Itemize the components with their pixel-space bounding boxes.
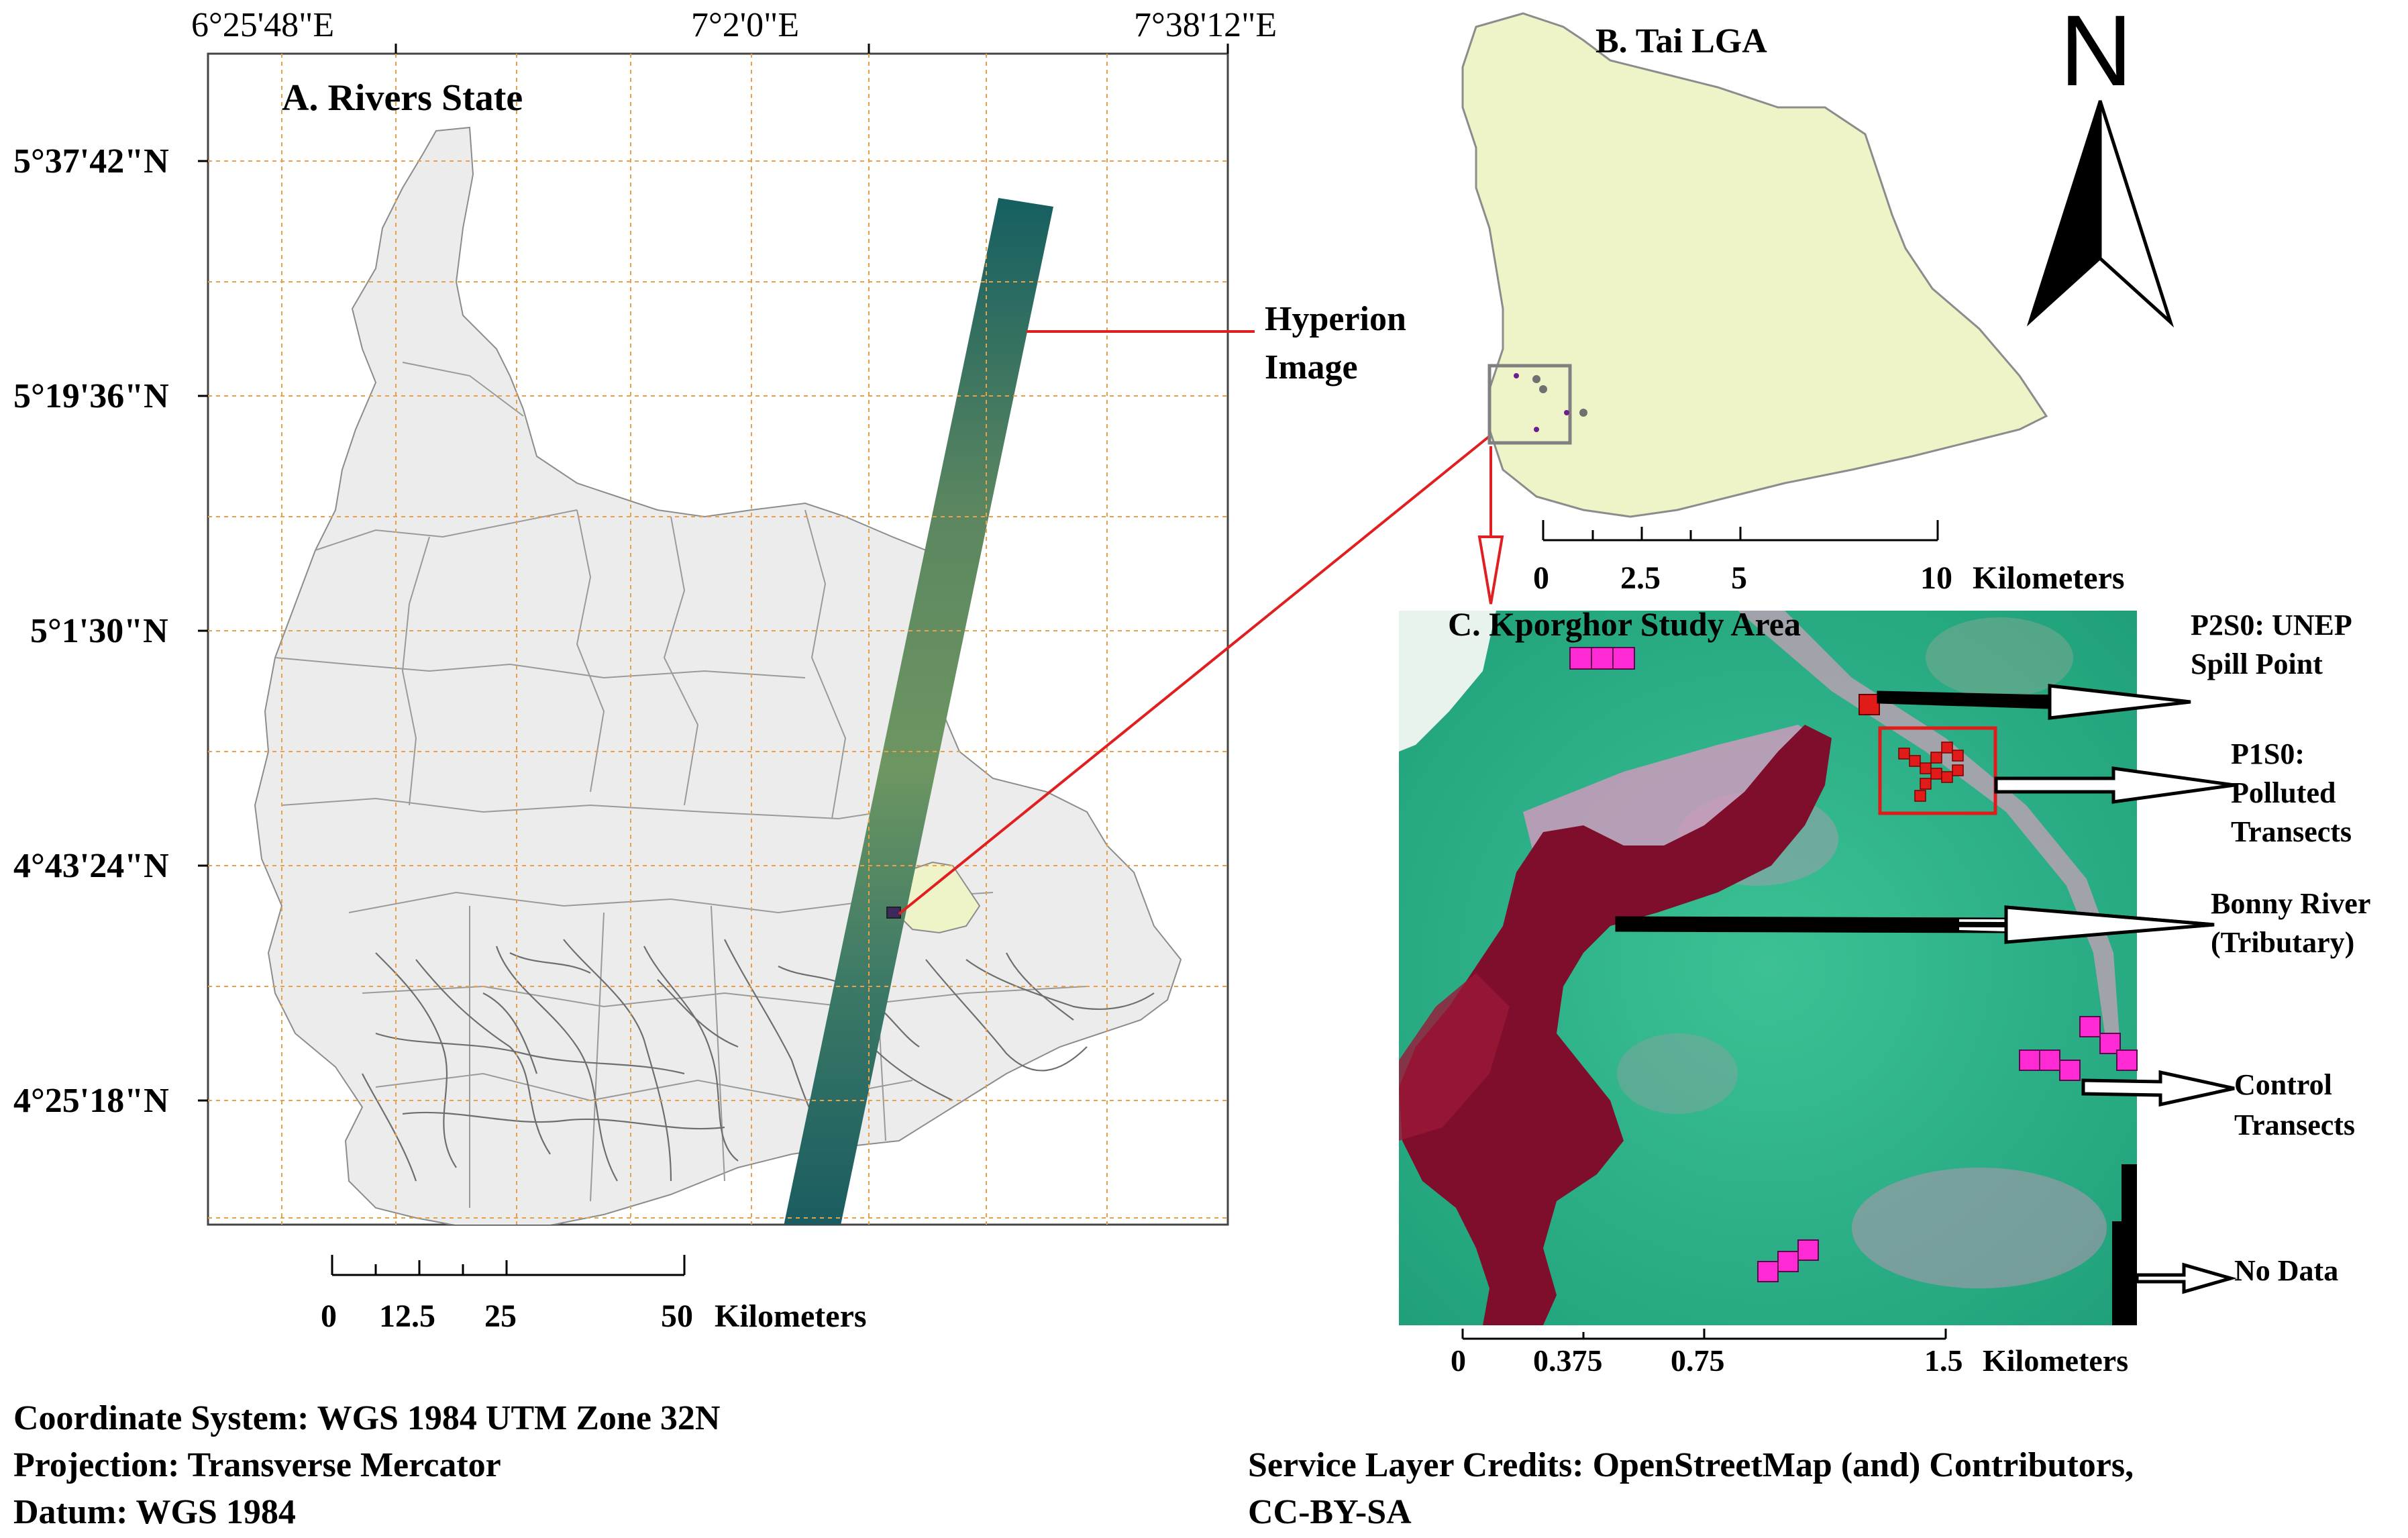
scale-a-tick-0: 0 bbox=[321, 1298, 337, 1334]
lat-label-5: 4°25'18"N bbox=[13, 1082, 169, 1120]
footer-datum: Datum: WGS 1984 bbox=[13, 1493, 296, 1531]
scale-bar-a bbox=[331, 1255, 686, 1276]
scale-b-tick-1: 2.5 bbox=[1620, 560, 1661, 596]
river-network bbox=[362, 939, 1155, 1182]
no-data-strip bbox=[2122, 1164, 2137, 1325]
scale-c-tick-2: 0.75 bbox=[1671, 1343, 1725, 1378]
lat-label-1: 5°37'42"N bbox=[13, 142, 169, 181]
scale-bar-c bbox=[1461, 1329, 1947, 1340]
panel-a-title: A. Rivers State bbox=[282, 77, 523, 119]
panel-c-map bbox=[1399, 611, 2238, 1340]
lat-label-4: 4°43'24"N bbox=[13, 847, 169, 885]
scale-a-unit: Kilometers bbox=[715, 1298, 867, 1334]
north-label: N bbox=[2060, 0, 2133, 107]
spill-label-1: P2S0: UNEP bbox=[2191, 609, 2352, 642]
study-area-marker bbox=[886, 907, 901, 919]
control-label-1: Control bbox=[2234, 1068, 2332, 1101]
polluted-label-1: P1S0: bbox=[2231, 737, 2305, 770]
control-transects bbox=[1569, 647, 2138, 1282]
footer-coord-system: Coordinate System: WGS 1984 UTM Zone 32N bbox=[13, 1399, 721, 1437]
river-label-2: (Tributary) bbox=[2211, 926, 2355, 959]
rivers-state-land bbox=[254, 126, 1182, 1225]
polluted-label-2: Polluted bbox=[2231, 776, 2336, 809]
polluted-transects bbox=[1898, 741, 1964, 802]
sample-dots bbox=[1514, 373, 1587, 432]
hyperion-strip bbox=[784, 198, 1053, 1225]
footer-credits-1: Service Layer Credits: OpenStreetMap (an… bbox=[1248, 1446, 2134, 1484]
inset-box bbox=[1487, 364, 1572, 445]
spill-label-2: Spill Point bbox=[2191, 648, 2323, 680]
hyperion-label-1: Hyperion bbox=[1265, 300, 1406, 338]
scale-a-tick-3: 50 bbox=[661, 1298, 693, 1334]
scale-a-tick-1: 12.5 bbox=[379, 1298, 435, 1334]
polluted-label-3: Transects bbox=[2231, 815, 2352, 848]
tai-lga-shape bbox=[1461, 12, 2048, 518]
down-arrow bbox=[1477, 535, 1504, 605]
scale-b-tick-0: 0 bbox=[1533, 560, 1549, 596]
polluted-box bbox=[1878, 726, 1997, 815]
scale-bar-b bbox=[1542, 520, 1939, 542]
cloud-patch bbox=[1399, 611, 1496, 752]
footer-credits-2: CC-BY-SA bbox=[1248, 1493, 1412, 1531]
north-arrow-icon bbox=[2026, 100, 2175, 328]
panel-a-map bbox=[198, 44, 1491, 1276]
nodata-label: No Data bbox=[2234, 1254, 2339, 1287]
scale-a-tick-2: 25 bbox=[484, 1298, 517, 1334]
axis-ticks bbox=[198, 44, 1229, 1102]
scale-b-tick-2: 5 bbox=[1731, 560, 1747, 596]
control-label-2: Transects bbox=[2234, 1109, 2356, 1141]
lon-label-2: 7°2'0"E bbox=[691, 6, 800, 44]
panel-b-title: B. Tai LGA bbox=[1595, 22, 1767, 60]
lat-label-3: 5°1'30"N bbox=[30, 612, 168, 650]
lat-label-2: 5°19'36"N bbox=[13, 377, 169, 415]
road-corridor bbox=[1738, 611, 2120, 1047]
lon-label-1: 6°25'48"E bbox=[191, 6, 335, 44]
footer-projection: Projection: Transverse Mercator bbox=[13, 1446, 501, 1484]
scale-c-tick-1: 0.375 bbox=[1533, 1343, 1603, 1378]
scale-c-tick-3: 1.5 bbox=[1924, 1343, 1963, 1378]
bonny-river-tributary bbox=[1399, 725, 1832, 1325]
scale-c-tick-0: 0 bbox=[1451, 1343, 1466, 1378]
scale-b-tick-3: 10 bbox=[1920, 560, 1952, 596]
scale-c-unit: Kilometers bbox=[1983, 1343, 2129, 1378]
spill-point-marker bbox=[1859, 694, 1880, 715]
panel-c-title: C. Kporghor Study Area bbox=[1448, 605, 1801, 643]
hyperion-label-2: Image bbox=[1265, 348, 1358, 387]
study-area-connector bbox=[898, 435, 1491, 915]
scale-b-unit: Kilometers bbox=[1973, 560, 2125, 596]
panel-b-map bbox=[1461, 12, 2048, 605]
river-label-1: Bonny River bbox=[2211, 887, 2371, 920]
lon-label-3: 7°38'12"E bbox=[1134, 6, 1277, 44]
graticule bbox=[208, 54, 1228, 1225]
